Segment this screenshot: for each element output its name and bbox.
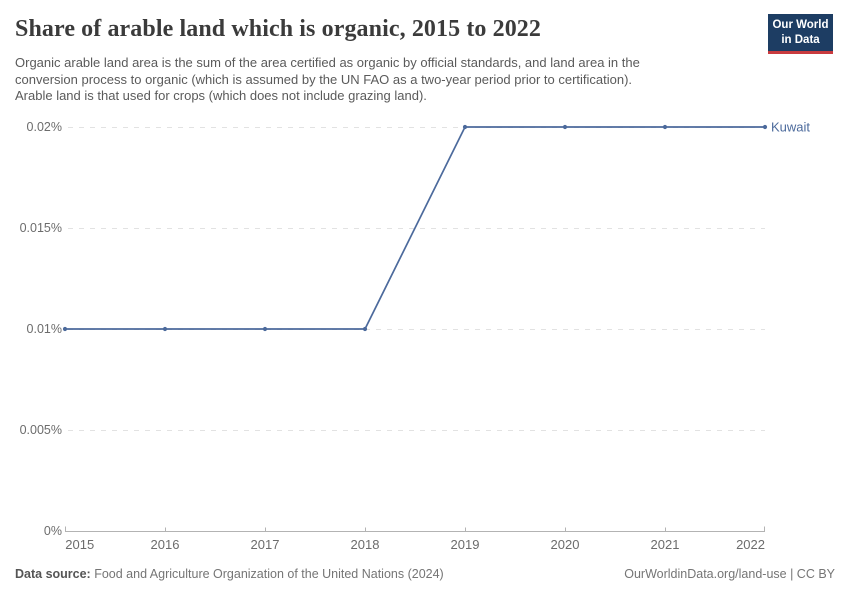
data-source-note[interactable]: Data source: Food and Agriculture Organi…: [15, 567, 444, 581]
footer-license-link[interactable]: OurWorldinData.org/land-use | CC BY: [624, 567, 835, 581]
x-tick-label: 2016: [150, 537, 180, 552]
y-tick-label: 0%: [43, 524, 62, 538]
subtitle-line-1: Organic arable land area is the sum of t…: [15, 55, 640, 70]
chart-subtitle: Organic arable land area is the sum of t…: [15, 55, 640, 105]
data-point-dot[interactable]: [562, 124, 568, 130]
series-line-kuwait[interactable]: [65, 126, 765, 330]
data-point-dot[interactable]: [762, 124, 768, 130]
chart-title: Share of arable land which is organic, 2…: [15, 16, 542, 42]
y-tick-label: 0.02%: [26, 120, 62, 134]
y-tick-label: 0.01%: [26, 322, 62, 336]
data-point-dot[interactable]: [162, 326, 168, 332]
owid-logo-line1: Our World: [772, 19, 829, 31]
data-point-dot[interactable]: [62, 326, 68, 332]
data-point-dot[interactable]: [262, 326, 268, 332]
data-point-dot[interactable]: [662, 124, 668, 130]
owid-logo-line2: in Data: [781, 34, 820, 47]
data-source-label: Data source:: [15, 567, 91, 581]
data-point-dot[interactable]: [362, 326, 368, 332]
x-tick-label: 2015: [65, 537, 95, 552]
owid-logo[interactable]: Our World in Data: [768, 14, 833, 55]
chart-footer: Data source: Food and Agriculture Organi…: [15, 567, 835, 581]
series-label-kuwait[interactable]: Kuwait: [771, 119, 811, 135]
x-tick-label: 2020: [550, 537, 580, 552]
x-tick-label: 2018: [350, 537, 380, 552]
x-tick-label: 2019: [450, 537, 480, 552]
subtitle-line-3: Arable land is that used for crops (whic…: [15, 88, 427, 103]
data-source-text: Food and Agriculture Organization of the…: [90, 567, 444, 581]
y-tick-label: 0.015%: [19, 221, 62, 235]
x-tick-label: 2021: [650, 537, 680, 552]
x-axis-line: [65, 526, 765, 532]
data-point-dot[interactable]: [462, 124, 468, 130]
subtitle-line-2: conversion process to organic (which is …: [15, 71, 633, 87]
x-tick-label: 2022: [736, 537, 765, 552]
x-tick-label: 2017: [250, 537, 280, 552]
y-tick-label: 0.005%: [19, 423, 62, 437]
